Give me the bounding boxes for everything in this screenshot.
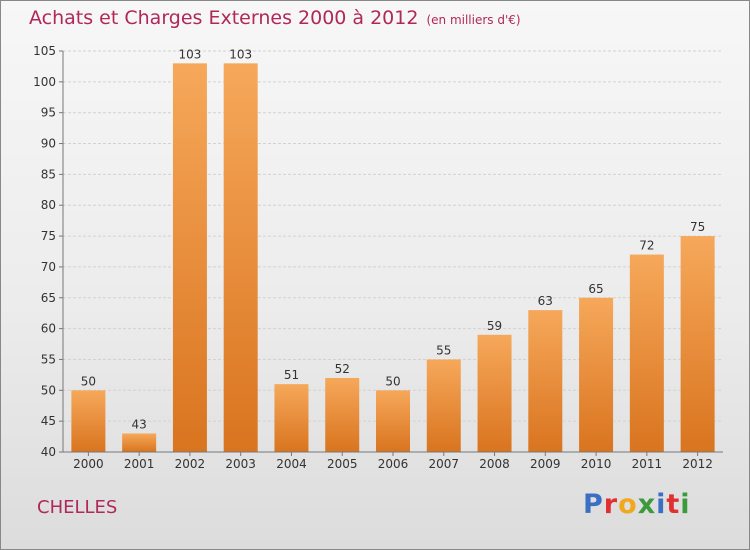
data-label: 50 <box>81 374 96 388</box>
logo-letter: i <box>656 489 667 520</box>
data-label: 52 <box>335 362 350 376</box>
bar <box>223 63 258 452</box>
bar <box>122 433 157 452</box>
y-tick-label: 80 <box>41 198 56 212</box>
data-label: 63 <box>538 294 553 308</box>
y-tick-label: 95 <box>41 106 56 120</box>
x-tick-label: 2007 <box>428 457 459 471</box>
y-axis: 40 45 50 55 60 65 70 75 80 85 90 95 100 105 <box>33 44 64 459</box>
y-tick-label: 65 <box>41 291 56 305</box>
bar <box>629 254 664 452</box>
data-label: 72 <box>639 239 654 253</box>
data-label: 75 <box>690 220 705 234</box>
x-tick-label: 2004 <box>276 457 307 471</box>
logo-letter: x <box>637 489 657 520</box>
logo-letter: P <box>583 489 604 520</box>
x-tick-label: 2011 <box>632 457 663 471</box>
y-tick-label: 40 <box>41 445 56 459</box>
x-tick-label: 2003 <box>225 457 256 471</box>
logo-letter: t <box>666 489 681 520</box>
bar <box>477 334 512 452</box>
y-tick-label: 75 <box>41 229 56 243</box>
y-tick-label: 50 <box>41 383 56 397</box>
y-tick-label: 70 <box>41 260 56 274</box>
data-label: 55 <box>436 343 451 357</box>
x-tick-label: 2008 <box>479 457 510 471</box>
logo-letter: o <box>618 489 638 520</box>
y-tick-label: 100 <box>33 75 56 89</box>
data-label: 103 <box>229 47 252 61</box>
bar <box>376 390 410 452</box>
y-tick-label: 45 <box>41 414 56 428</box>
data-label: 50 <box>385 374 400 388</box>
chart-title-text: Achats et Charges Externes 2000 à 2012 <box>29 7 419 29</box>
x-tick-label: 2010 <box>581 457 612 471</box>
bar <box>528 310 563 452</box>
x-axis: 2000 2001 2002 2003 2004 2005 2006 2007 2008 2009… <box>63 451 723 471</box>
data-label: 103 <box>178 47 201 61</box>
chart-unit: (en milliers d'€) <box>426 13 521 27</box>
x-tick-label: 2006 <box>378 457 409 471</box>
data-label: 51 <box>284 368 299 382</box>
data-label: 59 <box>487 319 502 333</box>
y-tick-label: 90 <box>41 137 56 151</box>
x-tick-label: 2005 <box>327 457 358 471</box>
bar <box>71 390 106 452</box>
bar <box>579 297 614 452</box>
bar <box>274 384 309 452</box>
y-tick-label: 105 <box>33 44 56 58</box>
bar <box>325 377 360 452</box>
bar <box>680 236 715 452</box>
x-tick-label: 2012 <box>682 457 713 471</box>
x-tick-label: 2001 <box>124 457 155 471</box>
logo-letter: r <box>603 489 619 520</box>
x-tick-label: 2009 <box>530 457 561 471</box>
data-label: 65 <box>588 282 603 296</box>
y-tick-label: 60 <box>41 322 56 336</box>
bar <box>172 63 207 452</box>
logo-letter: i <box>680 489 691 520</box>
data-label: 43 <box>132 417 147 431</box>
chart-title: Achats et Charges Externes 2000 à 2012 (e… <box>29 7 521 29</box>
bar <box>426 359 461 452</box>
y-tick-label: 85 <box>41 167 56 181</box>
proxiti-logo: Proxiti <box>583 489 691 520</box>
y-tick-label: 55 <box>41 352 56 366</box>
x-tick-label: 2000 <box>73 457 104 471</box>
city-name: CHELLES <box>37 497 118 518</box>
x-tick-label: 2002 <box>175 457 206 471</box>
bars: 50 43 103 103 51 52 50 55 59 63 65 72 75 <box>71 47 715 452</box>
